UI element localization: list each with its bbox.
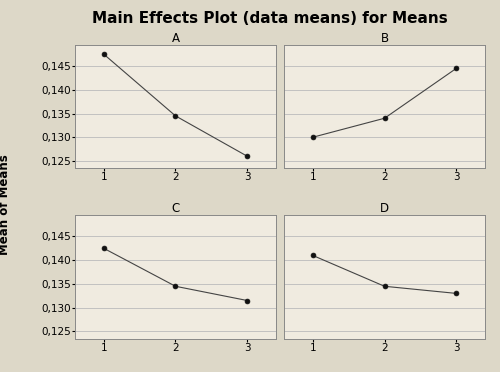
Title: B: B — [380, 32, 388, 45]
Text: Main Effects Plot (data means) for Means: Main Effects Plot (data means) for Means — [92, 11, 448, 26]
Title: D: D — [380, 202, 389, 215]
Title: C: C — [172, 202, 179, 215]
Text: Mean of Means: Mean of Means — [0, 154, 12, 255]
Title: A: A — [172, 32, 179, 45]
